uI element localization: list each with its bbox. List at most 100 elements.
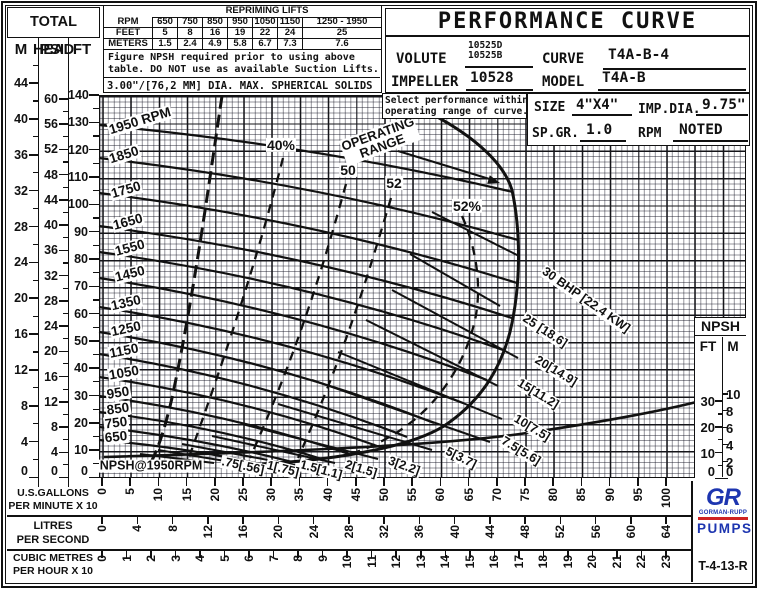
curve-value: T4A-B-4: [608, 47, 670, 63]
npsh-m-tick: [722, 460, 728, 463]
npsh-m-tick: [722, 477, 728, 480]
impeller-label: IMPELLER: [391, 74, 459, 90]
total-head-box: TOTAL HEAD: [7, 7, 100, 58]
gpm-unit-label: U.S.GALLONS PER MINUTE X 10: [5, 487, 101, 513]
npsh-m-tick: [722, 393, 728, 395]
repriming-cell: 950: [228, 17, 253, 28]
repriming-cell: 650: [153, 17, 178, 28]
psi-ft-divider: [67, 38, 69, 487]
efficiency-curve-40pct: [186, 157, 285, 461]
sp-gr-underline: [580, 140, 626, 142]
volute-value-1: 10525D: [468, 40, 503, 51]
npsh-ft-tick: [715, 451, 722, 454]
logo-red-bar: [698, 517, 748, 520]
gorman-rupp-logo: GR GORMAN-RUPP PUMPS: [697, 486, 753, 537]
imp-dia-underline: [696, 114, 748, 116]
npsh-m-tick-label: 10: [726, 386, 741, 402]
repriming-cell: 1150: [278, 17, 303, 28]
curve-label: CURVE: [542, 51, 585, 67]
repriming-cell: 2.4: [178, 39, 203, 50]
repriming-cell: 22: [253, 28, 278, 39]
npsh-ft-header: FT: [699, 339, 717, 354]
rpm-curve-1750: [98, 191, 518, 285]
rpm-curve-1450: [98, 276, 488, 382]
npsh-notes-box: Figure NPSH required prior to using abov…: [103, 49, 382, 93]
npsh-ft-tick-label: 10: [700, 445, 715, 461]
rpm-curve-1250: [98, 330, 435, 425]
rpm-curve-1050: [98, 375, 381, 449]
logo-pumps: PUMPS: [697, 521, 753, 536]
repriming-cell: 25: [303, 28, 381, 39]
npsh-title: NPSH: [695, 318, 746, 336]
total-head-title: TOTAL HEAD: [30, 14, 77, 58]
m3h-unit-line1: CUBIC METRES: [13, 552, 93, 564]
rpm-underline: [673, 140, 748, 142]
lps-unit-line2: PER SECOND: [16, 533, 90, 546]
rpm-curve-1550: [98, 250, 504, 352]
select-note-box: Select performance within operating rang…: [382, 93, 528, 119]
m3h-unit-line2: PER HOUR X 10: [13, 565, 93, 578]
rpm-field-value: NOTED: [679, 122, 723, 138]
npsh-curve: [103, 396, 713, 459]
page-title: PERFORMANCE CURVE: [437, 9, 698, 34]
sp-gr-value: 1.0: [586, 122, 613, 138]
npsh-ft-minor-tick: [718, 464, 722, 467]
note-line-2: table. DO NOT use as available Suction L…: [108, 64, 379, 75]
bhp-line-25: [409, 253, 501, 307]
efficiency-curve-52: [296, 197, 393, 459]
imp-dia-value: 9.75": [702, 97, 746, 113]
npsh-m-header: M: [727, 339, 739, 354]
operating-range-left-boundary: [148, 95, 224, 465]
npsh-ft-m-divider: [721, 337, 723, 477]
repriming-cell: 4.9: [203, 39, 228, 50]
repriming-cell: METERS: [104, 39, 153, 50]
curve-underline: [603, 68, 746, 70]
rpm-curve-1950: [98, 123, 514, 194]
npsh-m-tick: [722, 443, 728, 446]
volute-value-2: 10525B: [468, 50, 503, 61]
bhp-line-30: [431, 211, 520, 257]
npsh-ft-minor-tick: [718, 439, 722, 441]
rpm-curve-1150: [98, 352, 408, 439]
npsh-m-tick-label: 2: [726, 454, 734, 470]
repriming-lifts-table: REPRIMING LIFTS RPM 650 750 850 950 1050 1150 12…: [103, 5, 382, 50]
repriming-cell: RPM: [104, 17, 153, 28]
bhp-line-10: [337, 351, 503, 420]
note-line-1: Figure NPSH required prior to using abov…: [108, 52, 355, 63]
scale-header-ft: FT: [72, 41, 92, 58]
impeller-value: 10528: [470, 70, 514, 86]
size-underline: [572, 114, 632, 116]
npsh-ft-tick: [715, 426, 722, 428]
title-box: PERFORMANCE CURVE: [385, 8, 750, 36]
lps-unit-line1: LITRES: [33, 520, 73, 532]
doc-number: T-4-13-R: [698, 559, 748, 573]
repriming-cell: 1250 - 1950: [303, 17, 381, 28]
repriming-cell: 19: [228, 28, 253, 39]
m3h-unit-label: CUBIC METRES PER HOUR X 10: [5, 552, 101, 578]
volute-underline: [465, 66, 533, 68]
m-psi-divider: [37, 38, 39, 487]
model-value: T4A-B: [602, 70, 646, 86]
repriming-cell: 7.3: [278, 39, 303, 50]
bhp-line-20: [391, 289, 519, 359]
rpm-curve-1850: [98, 156, 519, 242]
gpm-lps-divider: [7, 515, 692, 517]
operating-range-arrowhead: [487, 175, 500, 184]
model-label: MODEL: [542, 74, 585, 90]
efficiency-curve-52pct: [343, 215, 480, 458]
npsh-m-tick-label: 0: [726, 464, 734, 479]
select-note-1: Select performance within: [385, 95, 528, 106]
select-note-2: operating range of curve.: [385, 106, 528, 117]
repriming-cell: 24: [278, 28, 303, 39]
logo-name: GORMAN-RUPP: [698, 510, 748, 516]
npsh-m-tick: [722, 409, 728, 412]
repriming-cell: 1050: [253, 17, 278, 28]
bhp-line-7.5: [311, 379, 491, 443]
footer-column-divider: [691, 481, 693, 582]
npsh-axis-box: NPSH FT M 30 20 10 0 10 8 6 4 2 0: [694, 317, 746, 480]
gpm-unit-line1: U.S.GALLONS: [17, 487, 89, 499]
repriming-cell: 5.8: [228, 39, 253, 50]
npsh-m-tick-label: 6: [726, 420, 734, 436]
sp-gr-label: SP.GR.: [532, 126, 579, 141]
